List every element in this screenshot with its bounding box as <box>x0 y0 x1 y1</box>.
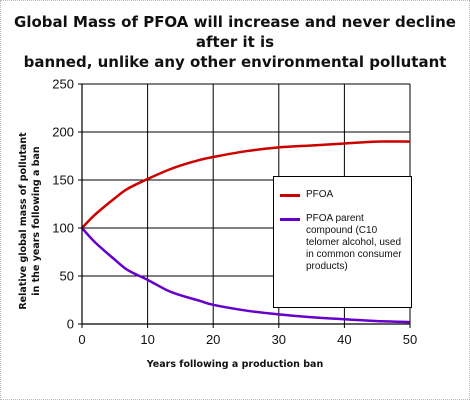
series-line-0 <box>81 140 411 229</box>
x-tick-label-30: 30 <box>272 332 286 347</box>
axes <box>78 83 411 328</box>
series-lines <box>81 140 411 324</box>
legend-label-parent-compound: PFOA parent compound (C10 telomer alcoho… <box>306 213 402 272</box>
legend-swatch-pfoa <box>280 194 300 197</box>
x-axis-label: Years following a production ban <box>146 359 324 370</box>
y-tick-label-50: 50 <box>60 269 74 284</box>
chart-title: Global Mass of PFOA will increase and ne… <box>0 12 470 72</box>
tick-labels: 0 50 100 150 200 250 0 10 20 30 40 50 <box>52 77 417 348</box>
y-tick-label-200: 200 <box>52 125 74 140</box>
x-tick-label-10: 10 <box>140 332 154 347</box>
x-tick-label-50: 50 <box>403 332 417 347</box>
chart-title-line-2: banned, unlike any other environmental p… <box>23 53 447 71</box>
chart-title-line-1: Global Mass of PFOA will increase and ne… <box>14 13 456 51</box>
y-tick-label-0: 0 <box>67 317 74 332</box>
x-tick-label-0: 0 <box>78 332 85 347</box>
legend: PFOA PFOA parent compound (C10 telomer a… <box>273 176 412 308</box>
y-tick-label-100: 100 <box>52 221 74 236</box>
series-line-1 <box>81 227 411 324</box>
legend-label-pfoa: PFOA <box>306 189 334 200</box>
legend-swatch-parent-compound <box>280 218 300 221</box>
x-tick-label-40: 40 <box>337 332 351 347</box>
x-tick-label-20: 20 <box>206 332 220 347</box>
y-tick-label-150: 150 <box>52 173 74 188</box>
y-tick-label-250: 250 <box>52 77 74 92</box>
